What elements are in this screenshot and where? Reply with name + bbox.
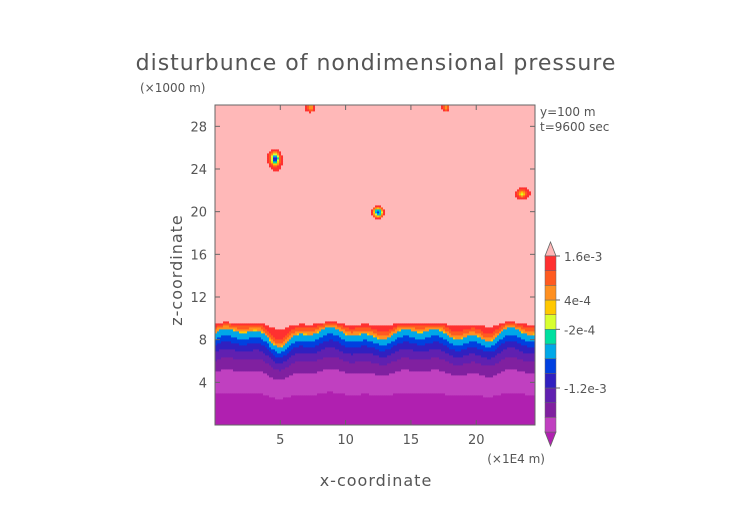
- z-scale-label: (×1000 m): [140, 81, 205, 95]
- contour-field: [215, 105, 535, 425]
- chart-title: disturbunce of nondimensional pressure: [136, 51, 617, 76]
